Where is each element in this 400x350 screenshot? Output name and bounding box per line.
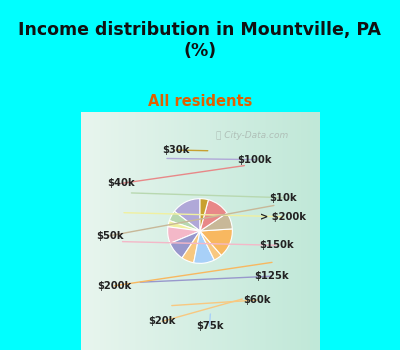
Text: $75k: $75k (196, 321, 223, 331)
Wedge shape (200, 213, 232, 231)
Wedge shape (200, 199, 208, 231)
Text: $200k: $200k (97, 281, 132, 291)
Text: $50k: $50k (96, 231, 123, 241)
Text: > $200k: > $200k (260, 212, 306, 222)
Wedge shape (174, 199, 200, 231)
Text: $10k: $10k (270, 193, 297, 203)
Text: $150k: $150k (259, 240, 294, 250)
Text: $125k: $125k (254, 271, 289, 281)
Text: $40k: $40k (108, 178, 135, 188)
Wedge shape (170, 231, 200, 258)
Text: $100k: $100k (238, 155, 272, 164)
Wedge shape (200, 200, 227, 231)
Text: $20k: $20k (148, 316, 176, 327)
Text: $60k: $60k (243, 295, 271, 305)
Wedge shape (168, 227, 200, 243)
Wedge shape (194, 231, 214, 263)
Wedge shape (168, 220, 200, 231)
Text: All residents: All residents (148, 94, 252, 109)
Text: $30k: $30k (162, 145, 190, 155)
Wedge shape (182, 231, 200, 263)
Text: Income distribution in Mountville, PA
(%): Income distribution in Mountville, PA (%… (18, 21, 382, 60)
Wedge shape (200, 231, 221, 260)
Wedge shape (200, 229, 232, 256)
Text: ⓘ City-Data.com: ⓘ City-Data.com (216, 131, 288, 140)
Wedge shape (169, 211, 200, 231)
